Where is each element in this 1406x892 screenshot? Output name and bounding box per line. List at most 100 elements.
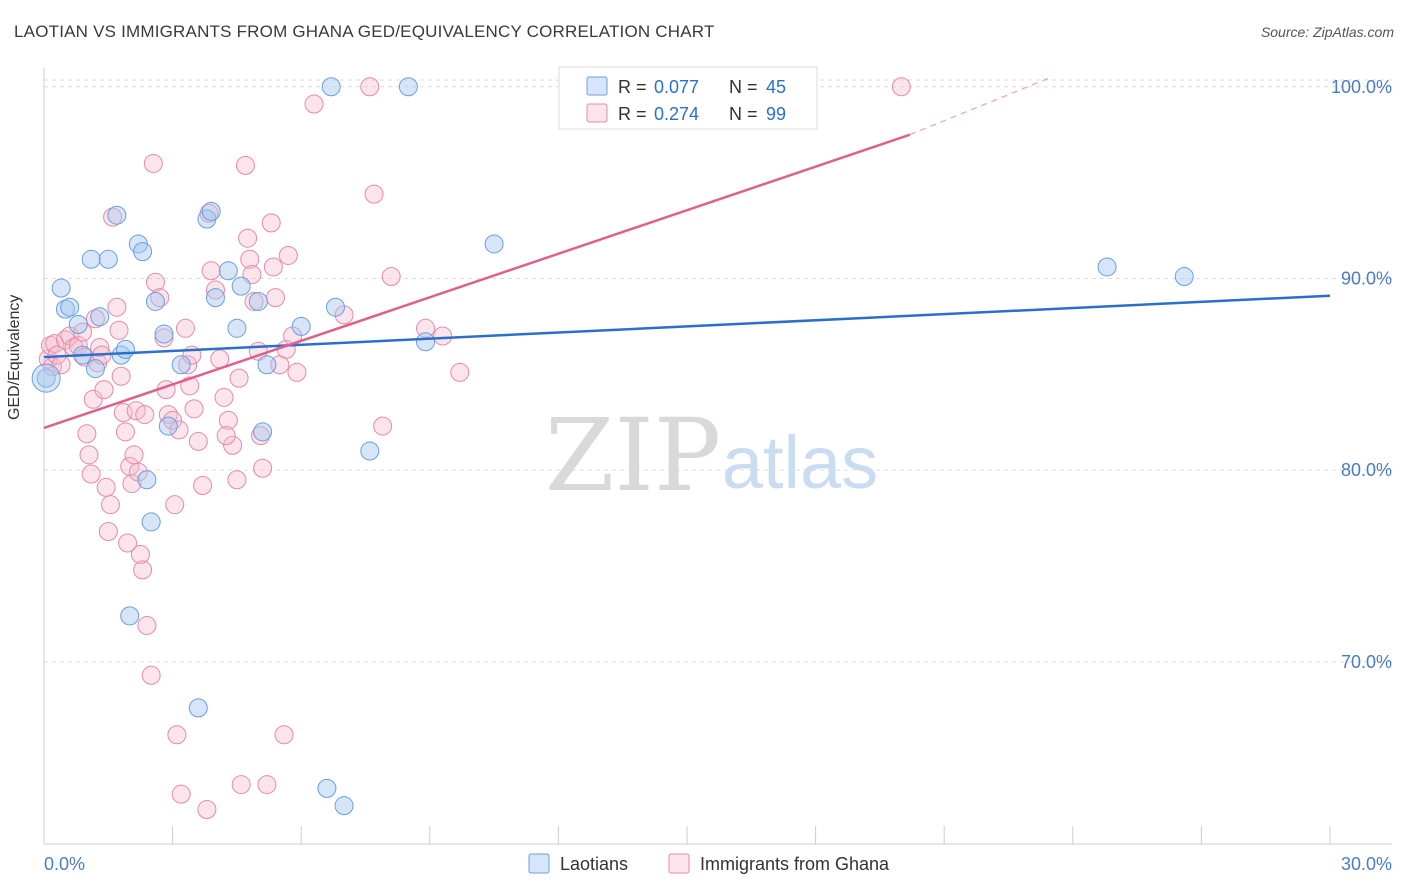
laotian-point bbox=[85, 359, 105, 379]
laotian-trend-line bbox=[43, 294, 1331, 359]
ghana-point bbox=[287, 362, 307, 382]
laotian-point bbox=[398, 77, 418, 97]
legend-r-value: 0.274 bbox=[654, 104, 699, 124]
ghana-point bbox=[135, 405, 155, 425]
bottom-legend-swatch-laotians bbox=[528, 853, 550, 874]
bottom-legend: Laotians Immigrants from Ghana bbox=[528, 853, 890, 874]
laotian-point bbox=[218, 261, 238, 281]
ghana-point bbox=[235, 155, 255, 175]
laotian-point-cluster bbox=[31, 363, 61, 393]
laotian-point bbox=[201, 201, 221, 221]
ghana-point bbox=[265, 288, 285, 308]
ghana-point bbox=[141, 665, 161, 685]
trend-lines bbox=[43, 76, 1331, 430]
ghana-point bbox=[274, 725, 294, 745]
ghana-point bbox=[201, 261, 221, 281]
laotian-point bbox=[145, 291, 165, 311]
bottom-legend-laotians: Laotians bbox=[560, 854, 628, 874]
ghana-point bbox=[165, 495, 185, 515]
ghana-point bbox=[79, 445, 99, 465]
ghana-point bbox=[416, 318, 436, 338]
ghana-point bbox=[188, 431, 208, 451]
legend-n-label: N = bbox=[729, 104, 758, 124]
x-tick-label: 30.0% bbox=[1341, 854, 1392, 874]
legend-swatch-ghana bbox=[586, 103, 608, 123]
watermark-atlas: atlas bbox=[722, 421, 878, 504]
laotian-point bbox=[81, 249, 101, 269]
ghana-point bbox=[193, 476, 213, 496]
ghana-point bbox=[145, 272, 165, 292]
ghana-point bbox=[143, 153, 163, 173]
bottom-legend-swatch-ghana bbox=[668, 853, 690, 874]
ghana-point bbox=[130, 545, 150, 565]
ghana-point bbox=[263, 257, 283, 277]
laotian-point bbox=[51, 278, 71, 298]
ghana-point bbox=[364, 184, 384, 204]
ghana-point bbox=[184, 399, 204, 419]
ghana-point bbox=[218, 410, 238, 430]
legend-r-label: R = bbox=[618, 77, 647, 97]
legend-n-label: N = bbox=[729, 77, 758, 97]
ghana-point bbox=[109, 320, 129, 340]
ghana-point bbox=[304, 94, 324, 114]
ghana-point bbox=[94, 380, 114, 400]
ghana-point bbox=[100, 495, 120, 515]
ghana-point bbox=[216, 426, 236, 446]
laotian-point bbox=[133, 242, 153, 262]
ghana-point bbox=[122, 474, 142, 494]
laotian-point bbox=[154, 324, 174, 344]
laotian-point bbox=[137, 470, 157, 490]
ghana-point bbox=[118, 533, 138, 553]
ghana-point bbox=[107, 297, 127, 317]
ghana-point bbox=[227, 470, 247, 490]
y-tick-label: 80.0% bbox=[1341, 460, 1392, 480]
ghana-point bbox=[133, 560, 153, 580]
laotian-point bbox=[248, 291, 268, 311]
ghana-point bbox=[98, 522, 118, 542]
ghana-point bbox=[178, 355, 198, 375]
ghana-point bbox=[261, 213, 281, 233]
laotian-point bbox=[171, 355, 191, 375]
ghana-point bbox=[360, 77, 380, 97]
ghana-point bbox=[137, 615, 157, 635]
x-tick-label: 0.0% bbox=[44, 854, 85, 874]
ghana-point bbox=[253, 458, 273, 478]
ghana-point bbox=[231, 775, 251, 795]
ghana-point bbox=[450, 362, 470, 382]
laotian-point bbox=[188, 698, 208, 718]
ghana-point bbox=[891, 77, 911, 97]
laotian-point bbox=[325, 297, 345, 317]
laotian-point bbox=[98, 249, 118, 269]
bottom-legend-ghana: Immigrants from Ghana bbox=[700, 854, 890, 874]
ghana-point bbox=[373, 416, 393, 436]
laotian-point bbox=[231, 276, 251, 296]
laotian-point bbox=[60, 297, 80, 317]
ghana-point bbox=[175, 318, 195, 338]
laotian-point bbox=[321, 77, 341, 97]
ghana-point bbox=[278, 245, 298, 265]
ghana-point bbox=[214, 387, 234, 407]
laotian-point bbox=[205, 288, 225, 308]
ghana-point bbox=[45, 334, 65, 354]
laotian-point bbox=[334, 796, 354, 816]
legend-r-value: 0.077 bbox=[654, 77, 699, 97]
ghana-point bbox=[197, 799, 217, 819]
ghana-trend-line bbox=[43, 133, 911, 430]
laotian-point bbox=[227, 318, 247, 338]
y-tick-label: 100.0% bbox=[1331, 77, 1392, 97]
laotian-point bbox=[1174, 267, 1194, 287]
ghana-point bbox=[257, 775, 277, 795]
legend-r-label: R = bbox=[618, 104, 647, 124]
ghana-point bbox=[124, 445, 144, 465]
tick-labels: 70.0% 80.0% 90.0% 100.0% 0.0% 30.0% bbox=[44, 77, 1392, 874]
laotian-point bbox=[291, 316, 311, 336]
ghana-point bbox=[115, 422, 135, 442]
watermark-zip: ZIP bbox=[545, 397, 721, 514]
laotian-point bbox=[115, 339, 135, 359]
source-label: Source: ZipAtlas.com bbox=[1260, 24, 1394, 40]
legend: R = 0.077 N = 45 R = 0.274 N = 99 bbox=[558, 66, 818, 130]
laotian-point bbox=[1097, 257, 1117, 277]
ghana-point bbox=[244, 291, 264, 311]
laotian-point bbox=[90, 307, 110, 327]
laotian-point bbox=[36, 368, 56, 388]
